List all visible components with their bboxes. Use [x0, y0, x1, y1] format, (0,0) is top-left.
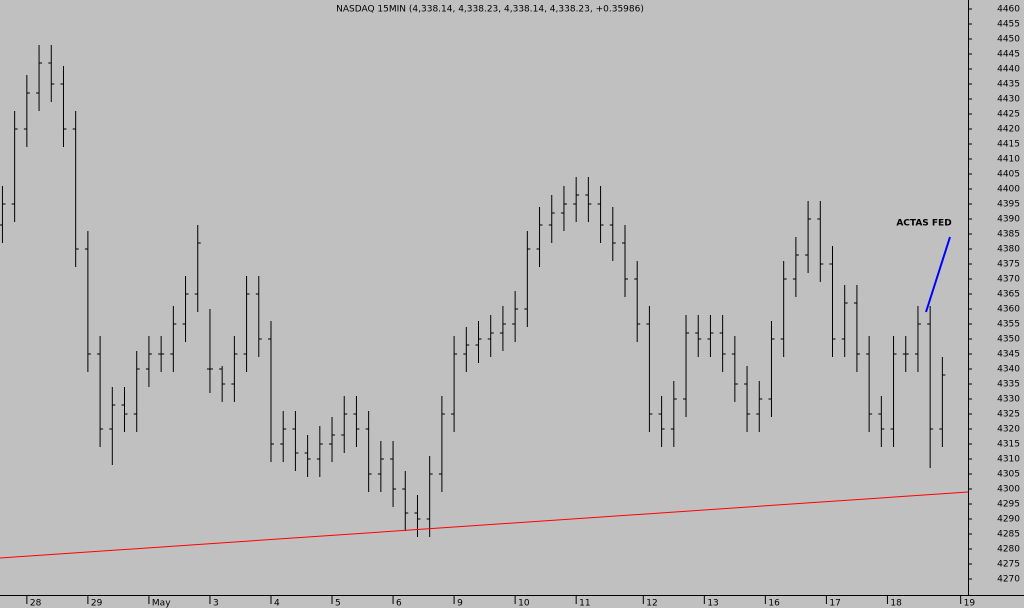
x-tick-label: 10 — [518, 599, 530, 608]
y-tick-label: 4305 — [997, 470, 1020, 480]
y-tick-label: 4270 — [997, 575, 1020, 585]
y-tick-label: 4335 — [997, 380, 1020, 390]
y-tick-label: 4420 — [997, 125, 1020, 135]
y-tick-label: 4355 — [997, 320, 1020, 330]
x-tick-label: 4 — [274, 599, 280, 608]
y-tick-label: 4425 — [997, 110, 1020, 120]
y-tick-label: 4395 — [997, 200, 1020, 210]
x-tick-label: 9 — [457, 599, 463, 608]
x-tick-label: 28 — [30, 599, 42, 608]
chart-title: NASDAQ 15MIN (4,338.14, 4,338.23, 4,338.… — [336, 5, 644, 15]
x-tick-label: 3 — [213, 599, 219, 608]
y-tick-label: 4415 — [997, 140, 1020, 150]
y-tick-label: 4400 — [997, 185, 1020, 195]
y-tick-label: 4310 — [997, 455, 1020, 465]
y-tick-label: 4460 — [997, 5, 1020, 15]
y-tick-label: 4410 — [997, 155, 1020, 165]
y-tick-label: 4345 — [997, 350, 1020, 360]
x-tick-label: 29 — [91, 599, 103, 608]
y-tick-label: 4320 — [997, 425, 1020, 435]
y-tick-label: 4290 — [997, 515, 1020, 525]
y-tick-label: 4380 — [997, 245, 1020, 255]
y-tick-label: 4430 — [997, 95, 1020, 105]
x-tick-label: 18 — [890, 599, 902, 608]
y-tick-label: 4275 — [997, 560, 1020, 570]
y-tick-label: 4280 — [997, 545, 1020, 555]
x-tick-label: 19 — [964, 599, 976, 608]
x-tick-label: 6 — [396, 599, 402, 608]
y-tick-label: 4390 — [997, 215, 1020, 225]
y-tick-label: 4360 — [997, 305, 1020, 315]
y-tick-label: 4445 — [997, 50, 1020, 60]
y-tick-label: 4405 — [997, 170, 1020, 180]
y-tick-label: 4325 — [997, 410, 1020, 420]
y-tick-label: 4285 — [997, 530, 1020, 540]
y-tick-label: 4455 — [997, 20, 1020, 30]
trendline — [0, 491, 969, 559]
x-tick-label: 16 — [768, 599, 780, 608]
x-tick-label: 11 — [579, 599, 590, 608]
y-tick-label: 4295 — [997, 500, 1020, 510]
x-tick-label: 17 — [829, 599, 840, 608]
y-tick-label: 4315 — [997, 440, 1020, 450]
y-tick-label: 4375 — [997, 260, 1020, 270]
y-tick-label: 4330 — [997, 395, 1020, 405]
x-tick-label: May — [152, 599, 171, 608]
y-tick-label: 4435 — [997, 80, 1020, 90]
y-tick-label: 4350 — [997, 335, 1020, 345]
x-tick-label: 13 — [707, 599, 718, 608]
y-tick-label: 4450 — [997, 35, 1020, 45]
y-tick-label: 4340 — [997, 365, 1020, 375]
x-tick-label: 5 — [335, 599, 341, 608]
y-tick-label: 4300 — [997, 485, 1020, 495]
annotation-arrow — [925, 236, 951, 313]
y-tick-label: 4370 — [997, 275, 1020, 285]
annotation: ACTAS FED — [896, 219, 951, 229]
y-tick-label: 4385 — [997, 230, 1020, 240]
y-tick-label: 4440 — [997, 65, 1020, 75]
x-tick-label: 12 — [646, 599, 657, 608]
y-tick-label: 4365 — [997, 290, 1020, 300]
